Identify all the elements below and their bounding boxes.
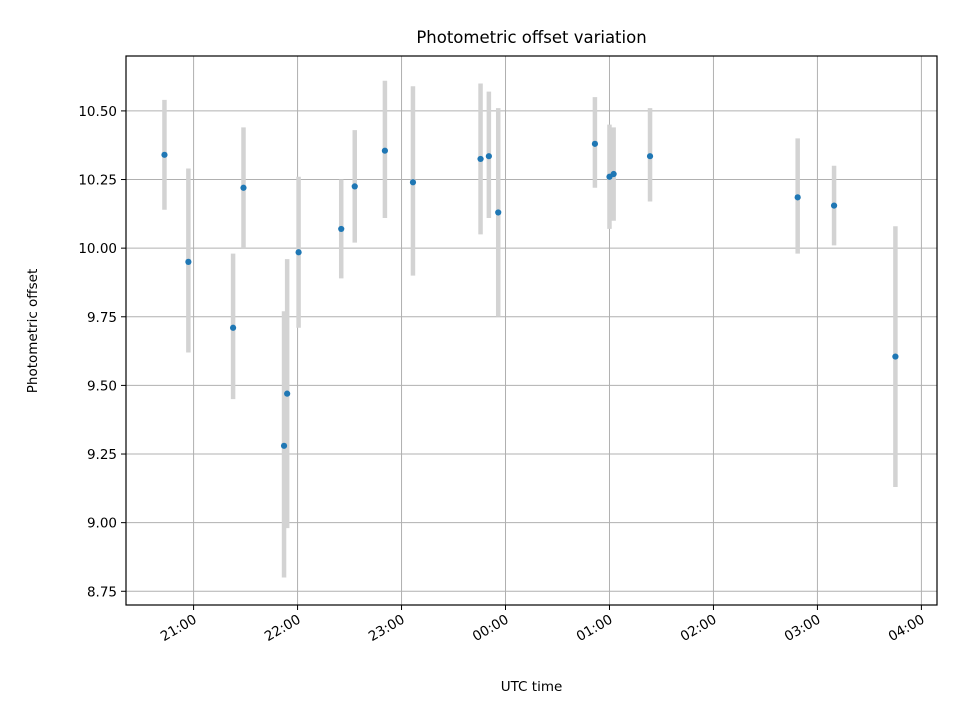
x-axis-ticks: 21:00 22:00 23:00 00:00 01:00 02:00 03:00 04:00 [158, 605, 928, 645]
data-point [892, 353, 899, 360]
data-points [161, 140, 899, 449]
data-point [295, 249, 302, 256]
y-tick-label: 8.75 [87, 584, 117, 600]
data-point [485, 153, 492, 160]
y-axis-label: Photometric offset [25, 269, 41, 393]
x-tick-label: 04:00 [886, 612, 928, 645]
y-tick-label: 9.25 [87, 447, 117, 463]
data-point [229, 324, 237, 331]
data-point [240, 184, 247, 191]
data-point [794, 194, 801, 201]
data-point [409, 179, 417, 186]
x-tick-label: 21:00 [158, 612, 200, 645]
x-tick-label: 02:00 [678, 612, 720, 645]
y-tick-label: 10.25 [78, 173, 117, 189]
data-point [351, 183, 358, 190]
data-point [495, 209, 502, 216]
data-point [185, 258, 192, 265]
data-point [830, 202, 838, 209]
data-point [284, 390, 291, 397]
data-point [646, 153, 654, 160]
y-tick-label: 10.50 [78, 104, 117, 120]
x-tick-label: 03:00 [782, 612, 824, 645]
y-tick-label: 9.00 [87, 516, 117, 532]
x-tick-label: 23:00 [366, 612, 408, 645]
x-tick-label: 00:00 [470, 612, 512, 645]
data-point [610, 170, 617, 178]
data-point [161, 151, 168, 158]
x-tick-label: 22:00 [262, 612, 304, 645]
y-tick-label: 9.75 [87, 310, 117, 326]
chart-title: Photometric offset variation [416, 28, 646, 47]
error-bars [162, 80, 898, 578]
y-axis-ticks: 8.75 9.00 9.25 9.50 9.75 10.00 10.25 10.50 [78, 104, 126, 600]
data-point [381, 147, 388, 154]
data-point [338, 225, 345, 233]
data-point [280, 442, 288, 449]
data-point [477, 155, 484, 163]
x-axis-label: UTC time [501, 679, 563, 695]
y-tick-label: 10.00 [78, 241, 117, 257]
grid [126, 56, 937, 605]
data-point [591, 140, 599, 147]
x-tick-label: 01:00 [574, 612, 616, 645]
y-tick-label: 9.50 [87, 378, 117, 394]
plot-area-frame [125, 55, 938, 606]
